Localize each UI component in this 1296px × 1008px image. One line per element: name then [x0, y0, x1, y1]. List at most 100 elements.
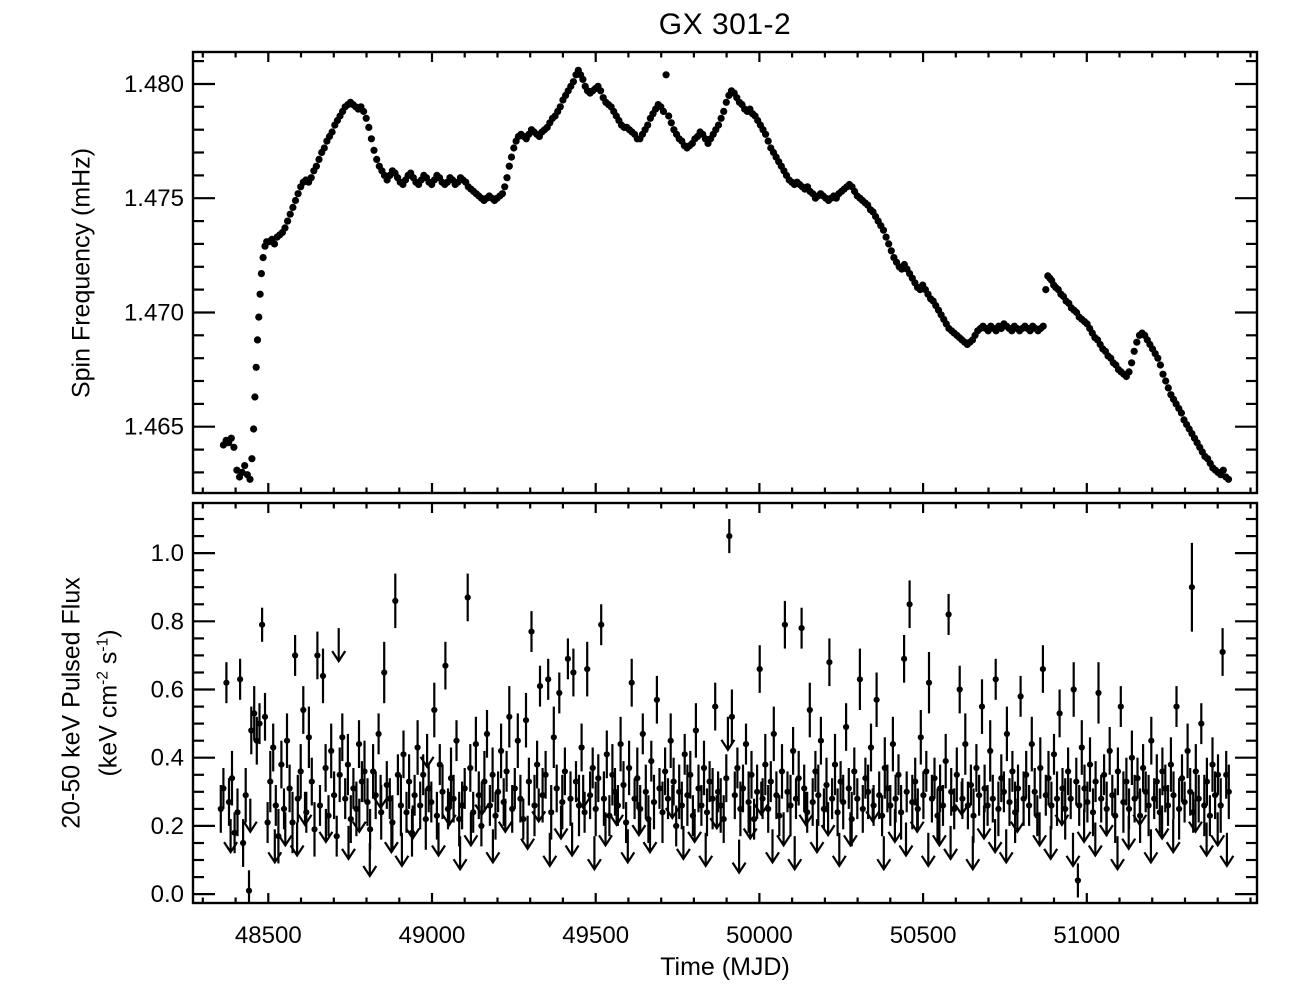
- upper-limit-arrowhead: [1065, 855, 1081, 868]
- data-point: [1078, 744, 1085, 751]
- data-point: [381, 669, 388, 676]
- data-point: [826, 659, 833, 666]
- upper-limit-arrowhead: [675, 848, 691, 861]
- data-point: [347, 816, 354, 823]
- data-point: [662, 71, 670, 79]
- data-point: [1053, 795, 1061, 802]
- data-point: [1098, 795, 1105, 802]
- data-point: [1134, 775, 1141, 782]
- data-point: [1140, 764, 1147, 772]
- data-point: [255, 313, 263, 321]
- upper-limit-arrowhead: [787, 858, 803, 872]
- data-point: [1131, 795, 1138, 802]
- upper-limit-arrowhead: [865, 810, 881, 824]
- data-point: [256, 290, 264, 298]
- data-point: [1023, 771, 1030, 778]
- data-point: [267, 778, 274, 785]
- data-point: [648, 758, 655, 765]
- data-point: [720, 107, 728, 115]
- data-point: [665, 112, 673, 120]
- data-point: [286, 785, 293, 792]
- upper-limit-arrowhead: [452, 858, 468, 872]
- data-point: [973, 764, 980, 772]
- upper-limit-arrowhead: [297, 814, 313, 827]
- data-point: [906, 601, 913, 608]
- data-point: [781, 621, 789, 628]
- data-point: [884, 785, 891, 792]
- data-point: [1167, 761, 1174, 768]
- pulsed-flux-panel-data: [217, 519, 1235, 903]
- data-point: [422, 816, 429, 823]
- data-point: [394, 771, 401, 778]
- upper-limit-arrowhead: [998, 851, 1014, 865]
- data-point: [867, 744, 875, 751]
- data-point: [1086, 761, 1094, 768]
- upper-limit-arrowhead: [831, 855, 847, 868]
- data-point: [252, 363, 260, 371]
- upper-limit-arrowhead: [887, 831, 903, 844]
- data-point: [367, 826, 374, 833]
- spin-frequency-panel-data: [219, 66, 1233, 483]
- data-point: [1026, 802, 1033, 809]
- y-tick-label: 1.0: [151, 540, 184, 567]
- data-point: [887, 247, 895, 255]
- data-point: [948, 788, 955, 795]
- data-point: [545, 676, 552, 683]
- data-point: [300, 706, 307, 714]
- data-point: [1009, 768, 1016, 775]
- data-point: [1017, 693, 1024, 700]
- data-point: [706, 778, 713, 785]
- data-point: [361, 768, 368, 775]
- upper-limit-arrowhead: [954, 804, 970, 817]
- data-point: [534, 761, 541, 768]
- y-tick-label: 1.470: [124, 299, 184, 326]
- data-point: [600, 795, 608, 802]
- data-point: [531, 802, 538, 809]
- x-tick-label: 51000: [1053, 922, 1120, 949]
- data-point: [503, 174, 511, 182]
- x-tick-label: 50000: [726, 922, 793, 949]
- data-point: [1214, 771, 1222, 778]
- data-point: [653, 696, 661, 703]
- data-point: [231, 829, 238, 836]
- data-point: [528, 628, 535, 635]
- panel-frame: [191, 50, 1259, 495]
- data-point: [885, 240, 893, 248]
- data-point: [339, 734, 346, 741]
- data-point: [520, 816, 527, 823]
- upper-limit-arrowhead: [497, 821, 513, 834]
- data-point: [336, 771, 343, 778]
- upper-limit-arrowhead: [965, 858, 981, 872]
- data-point: [620, 781, 627, 789]
- data-point: [1000, 788, 1008, 795]
- data-point: [507, 153, 516, 161]
- data-point: [344, 761, 351, 768]
- data-point: [510, 144, 518, 152]
- data-point: [742, 741, 750, 748]
- data-point: [1117, 703, 1124, 710]
- data-point: [489, 771, 496, 778]
- upper-limit-arrowhead: [1188, 821, 1203, 834]
- data-point: [280, 805, 288, 813]
- data-point: [456, 816, 463, 823]
- data-point: [664, 795, 672, 802]
- data-point: [1142, 788, 1149, 795]
- data-point: [486, 802, 493, 809]
- upper-limit-arrowhead: [620, 851, 636, 865]
- data-point: [392, 597, 399, 605]
- data-point: [492, 812, 499, 819]
- data-point: [365, 123, 373, 131]
- upper-limit-arrowhead: [1143, 851, 1159, 865]
- data-point: [370, 146, 378, 154]
- upper-limit-arrowhead: [289, 844, 305, 858]
- data-point: [992, 676, 999, 683]
- data-point: [315, 155, 323, 163]
- x-axis-label: Time (MJD): [660, 953, 790, 981]
- data-point: [328, 747, 335, 755]
- data-point: [862, 775, 869, 782]
- upper-limit-arrowhead: [485, 851, 501, 865]
- data-point: [659, 107, 668, 115]
- data-point: [1212, 792, 1219, 799]
- data-point: [270, 240, 279, 248]
